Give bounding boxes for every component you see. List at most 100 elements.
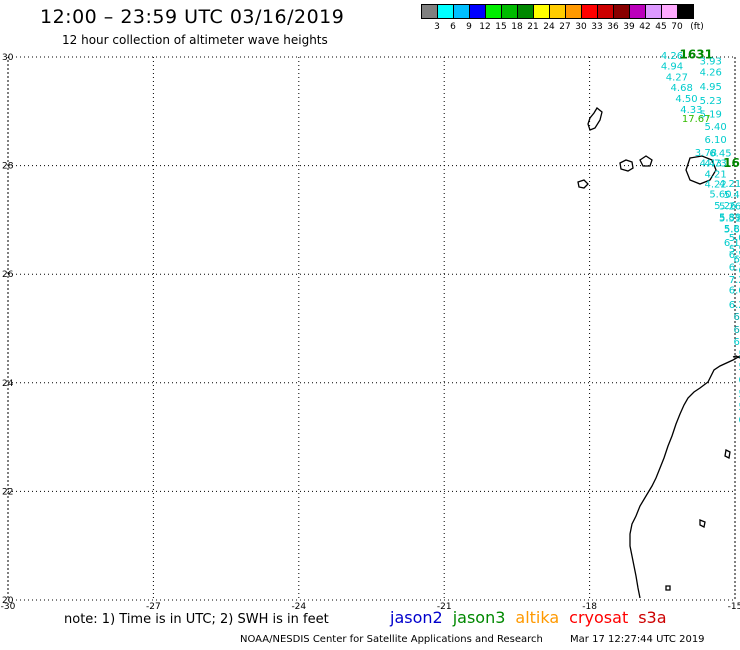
wave-height-value: 6.12 [738,266,740,277]
legend-swatches [421,4,694,19]
wave-height-value: 5.23 [700,96,722,107]
wave-height-value: 4.22 [704,179,726,190]
satellite-legend-entry: s3a [638,608,667,627]
map-frame [7,56,736,601]
legend-tick-label: 27 [559,22,571,32]
fuerteventura-island [639,155,653,167]
satellite-legend-entry: cryosat [569,608,629,627]
wave-height-value: 5.03 [729,233,740,244]
legend-tick-label: 12 [479,22,491,32]
map-title: 12:00 – 23:59 UTC 03/16/2019 [40,6,345,28]
wave-height-value: 4.50 [675,94,697,105]
axis-labels: -30 -27 -24 -21 -18 -15 30 28 26 24 22 20 [1,53,740,612]
wave-height-value: 4.43 [700,159,722,170]
wave-height-value: 6.59 [729,250,740,261]
wave-height-value: 4.27 [666,72,688,83]
legend-tick-label: 36 [607,22,619,32]
wave-height-value: 6.64 [734,312,740,323]
wave-height-value: 5.69 [738,402,740,413]
islet-1 [724,449,731,459]
wave-height-value: 4.68 [671,83,693,94]
legend-ticks: 3 6 9 12 15 18 21 24 27 30 33 36 39 42 45 70 (ft) [421,22,740,36]
wave-height-value: 6.35 [729,262,740,273]
wave-height-value: 6.07 [734,254,740,265]
la-gomera-island [577,179,589,189]
wave-height-value: 4.95 [700,82,722,93]
wave-height-value: 5.40 [704,122,726,133]
lanzarote-island [587,107,603,131]
wave-height-value: 6.68 [729,286,740,297]
map-subtitle: 12 hour collection of altimeter wave hei… [62,33,328,47]
legend-tick-label: 6 [450,22,456,32]
legend-tick-label: 18 [511,22,523,32]
legend-tick-label: 15 [495,22,507,32]
pass-id-label: 1632 [723,156,740,170]
legend-tick-label: 21 [527,22,539,32]
legend-tick-label: 3 [434,22,440,32]
legend-tick-label: 30 [575,22,587,32]
satellite-legend-entry: jason3 [452,608,506,627]
legend-swatch [677,4,694,19]
legend-tick-label: 39 [623,22,635,32]
wave-height-value: 5.38 [738,362,740,373]
wave-height-value: 4.21 [719,179,740,190]
timestamp-text: Mar 17 12:27:44 UTC 2019 [570,634,705,645]
wave-height-value: 4.26 [661,51,683,62]
africa-coastline [629,355,740,599]
longitude-tick-label: -30 [1,602,16,612]
graticule [7,56,736,601]
wave-height-value: 5.68 [738,349,740,360]
wave-height-value: 5.40 [724,190,740,201]
coastlines [577,107,740,599]
wave-height-legend: 3 6 9 12 15 18 21 24 27 30 33 36 39 42 45 70 (ft) [421,4,704,32]
wave-height-value: 4.94 [661,61,683,72]
footer: NOAA/NESDIS Center for Satellite Applica… [240,634,705,645]
wave-height-value: 5.51 [719,214,740,225]
wave-height-value: 6.22 [729,300,740,311]
wave-height-value: 6.23 [734,325,740,336]
latitude-tick-label: 20 [2,596,14,606]
latitude-tick-label: 24 [2,379,14,389]
wave-height-value: 5.64 [724,224,740,235]
wave-height-value: 7.28 [729,275,740,286]
legend-tick-label: 24 [543,22,555,32]
footnote: note: 1) Time is in UTC; 2) SWH is in fe… [64,612,329,627]
longitude-tick-label: -24 [291,602,306,612]
satellite-legend: jason2 jason3 altika cryosat s3a [390,608,677,627]
latitude-tick-label: 22 [2,487,13,497]
longitude-tick-label: -21 [437,602,452,612]
wave-height-value: 3.78 [695,148,717,159]
wave-height-value: 5.19 [700,109,722,120]
latitude-tick-label: 28 [2,162,14,172]
latitude-tick-label: 26 [2,270,14,280]
longitude-tick-label: -27 [146,602,161,612]
wave-height-value: 5.60 [709,190,731,201]
wave-height-value: 4.73 [704,159,726,170]
wave-height-value: 17.67 [682,114,711,125]
islet-2 [699,519,706,528]
legend-tick-label: 33 [591,22,603,32]
wave-height-value: 3.93 [700,57,722,68]
wave-height-value: 6.09 [738,415,740,426]
legend-tick-label: 9 [466,22,472,32]
wave-height-value: 6.45 [709,148,731,159]
wave-height-value: 5.89 [719,212,740,223]
wave-height-value: 5.26 [714,201,736,212]
wave-height-value: 5.26 [719,202,740,213]
wave-height-value: 5.84 [724,224,740,235]
latitude-tick-label: 30 [2,53,14,63]
satellite-legend-entry: altika [515,608,560,627]
wave-height-value: 6.63 [738,375,740,386]
islet-3 [665,585,671,591]
legend-tick-label: 45 [655,22,667,32]
longitude-tick-label: -18 [582,602,597,612]
wave-height-value: 5.92 [738,389,740,400]
legend-tick-label: 70 [671,22,683,32]
wave-height-value: 4.26 [700,67,722,78]
africa-north-coast [732,355,740,359]
wave-height-value: 6.17 [724,238,740,249]
gran-canaria-island [685,155,717,185]
pass-id-label: 1631 [680,48,713,62]
wave-height-value: 6.10 [704,135,726,146]
